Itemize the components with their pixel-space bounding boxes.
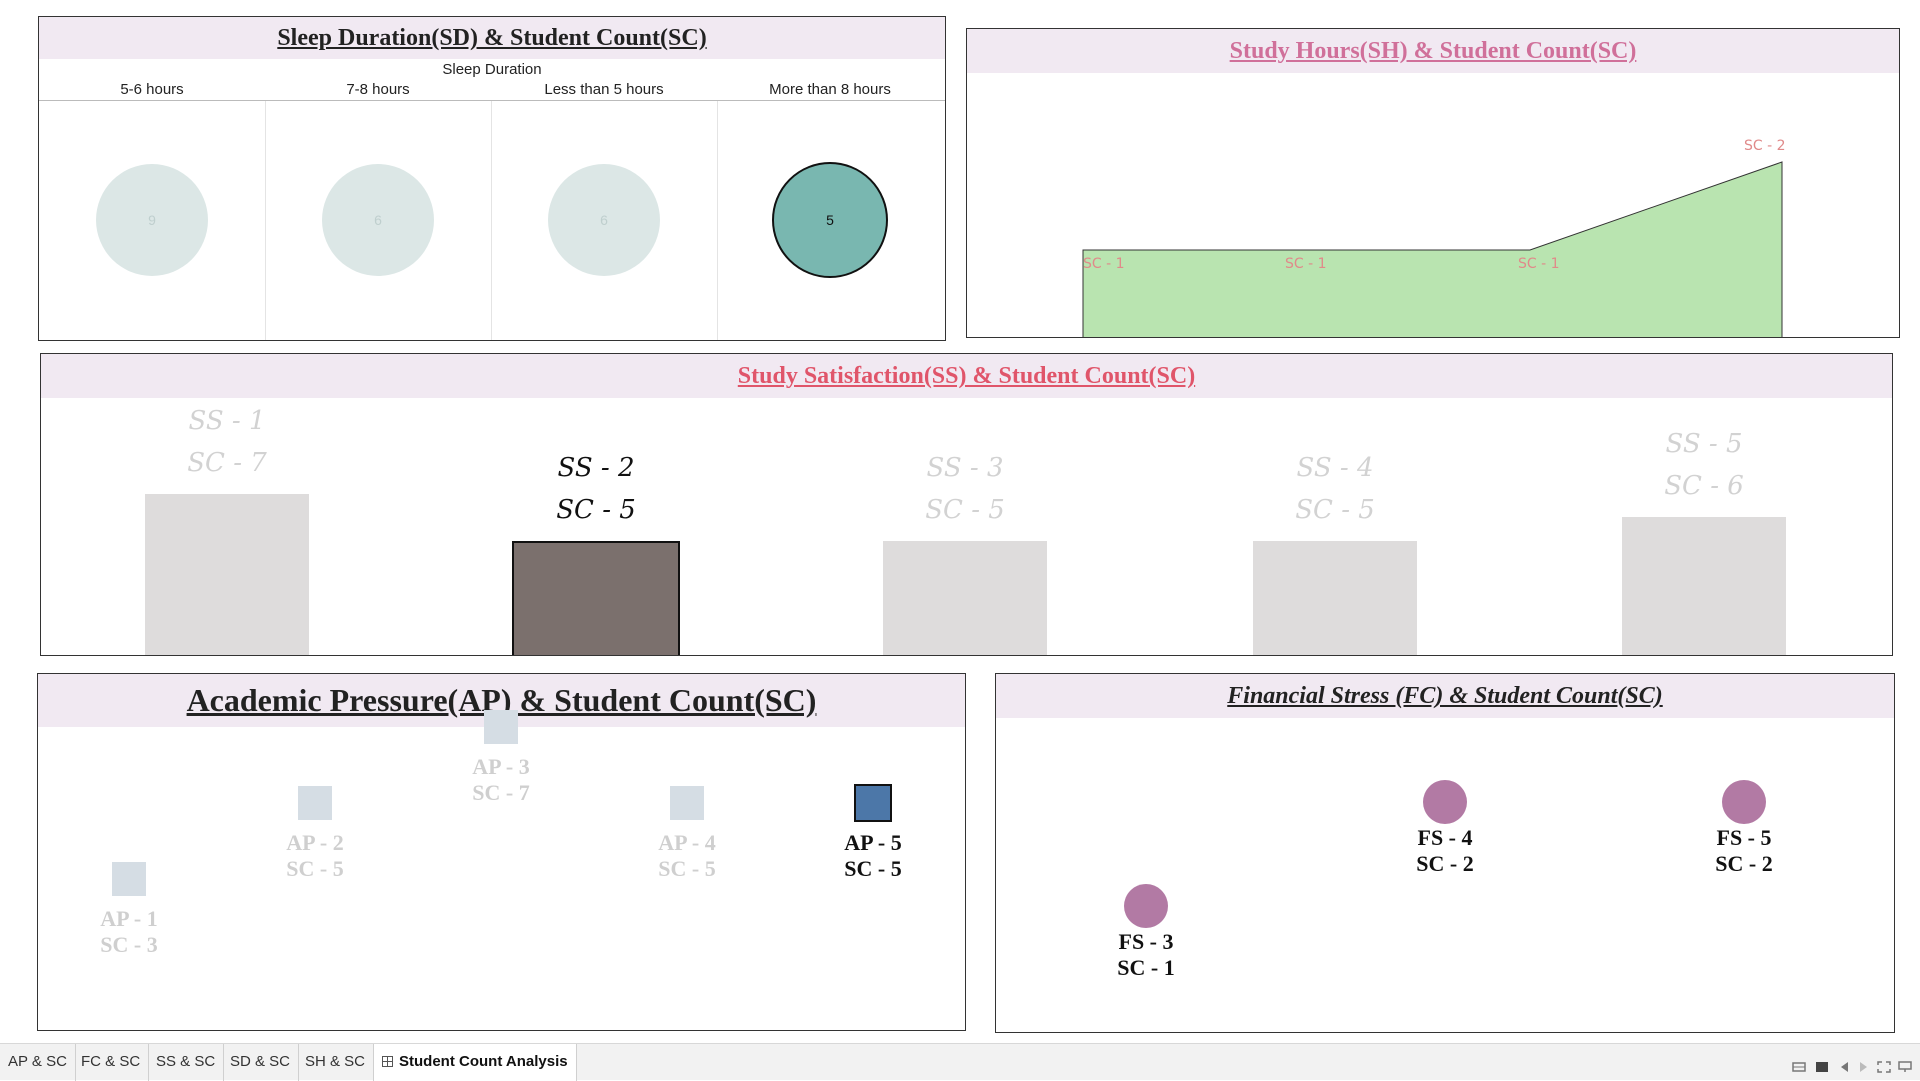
financial-stress-panel: Financial Stress (FC) & Student Count(SC… [995, 673, 1895, 1033]
satisfaction-level-label: SS - 3 [926, 452, 1004, 483]
satisfaction-bar[interactable] [145, 493, 309, 655]
academic-pressure-level-label: AP - 2 [286, 830, 344, 855]
prev-icon[interactable] [1838, 1061, 1852, 1073]
financial-stress-count-label: SC - 2 [1715, 851, 1773, 876]
financial-stress-level-label: FS - 3 [1118, 929, 1174, 954]
satisfaction-bar[interactable] [1253, 540, 1417, 655]
sleep-count-bubble[interactable]: 5 [772, 162, 888, 278]
sleep-count-bubble[interactable]: 6 [322, 164, 434, 276]
sleep-duration-panel: Sleep Duration(SD) & Student Count(SC) S… [38, 16, 946, 341]
study-hours-area[interactable] [1082, 161, 1783, 338]
satisfaction-level-label: SS - 5 [1665, 429, 1743, 460]
academic-pressure-count-label: SC - 5 [844, 856, 902, 881]
sleep-panel-title: Sleep Duration(SD) & Student Count(SC) [277, 25, 707, 51]
academic-pressure-marker[interactable] [670, 786, 704, 820]
study-hours-point-label: SC - 1 [1285, 256, 1327, 272]
academic-pressure-level-label: AP - 5 [844, 830, 902, 855]
dashboard-grid-icon [382, 1056, 393, 1067]
financial-stress-marker[interactable] [1423, 780, 1467, 824]
academic-pressure-count-label: SC - 7 [472, 780, 530, 806]
sleep-col-header: 7-8 hours [346, 81, 410, 98]
study-hours-area-chart[interactable]: SC - 1 SC - 1 SC - 1 SC - 2 [967, 29, 1900, 338]
next-icon[interactable] [1856, 1061, 1870, 1073]
satisfaction-level-label: SS - 4 [1296, 452, 1374, 483]
financial-stress-count-label: SC - 2 [1416, 851, 1474, 876]
satisfaction-level-label: SS - 1 [188, 405, 266, 436]
sleep-title-bar: Sleep Duration(SD) & Student Count(SC) [39, 17, 945, 59]
academic-pressure-panel: Academic Pressure(AP) & Student Count(SC… [37, 673, 966, 1031]
fullscreen-icon[interactable] [1877, 1061, 1891, 1073]
satisfaction-count-label: SC - 5 [925, 494, 1005, 525]
academic-pressure-marker[interactable] [484, 710, 518, 745]
sleep-count-bubble[interactable]: 9 [96, 164, 208, 276]
satisfaction-count-label: SC - 6 [1664, 471, 1744, 502]
study-hours-point-label: SC - 1 [1518, 256, 1560, 272]
column-divider [491, 101, 492, 340]
sleep-col-header: Less than 5 hours [544, 81, 664, 98]
academic-pressure-count-label: SC - 5 [658, 856, 716, 881]
sleep-col-header: More than 8 hours [769, 81, 891, 98]
sheet-tab-bar: AP & SC FC & SC SS & SC SD & SC SH & SC … [0, 1043, 1920, 1081]
satisfaction-bar[interactable] [1622, 517, 1786, 655]
study-hours-point-label: SC - 1 [1083, 256, 1125, 272]
sleep-axis-title: Sleep Duration [442, 61, 542, 78]
study-satisfaction-panel: Study Satisfaction(SS) & Student Count(S… [40, 353, 1893, 656]
satisfaction-count-label: SC - 5 [556, 494, 636, 525]
academic-pressure-count-label: SC - 3 [100, 931, 158, 957]
filmstrip-icon[interactable] [1792, 1061, 1806, 1073]
tab-ap-sc[interactable]: AP & SC [0, 1044, 76, 1081]
hours-panel-title: Study Hours(SH) & Student Count(SC) [1229, 38, 1637, 64]
study-hours-point-label: SC - 2 [1744, 138, 1786, 154]
sleep-col-header: 5-6 hours [120, 81, 184, 98]
academic-pressure-level-label: AP - 1 [100, 905, 158, 931]
satisfaction-title-bar: Study Satisfaction(SS) & Student Count(S… [41, 354, 1892, 398]
academic-pressure-count-label: SC - 5 [286, 856, 344, 881]
hours-title-bar: Study Hours(SH) & Student Count(SC) [967, 29, 1899, 73]
tab-label: Student Count Analysis [399, 1053, 568, 1070]
satisfaction-count-label: SC - 7 [187, 447, 267, 478]
financial-stress-count-label: SC - 1 [1117, 955, 1175, 980]
sleep-count-bubble[interactable]: 6 [548, 164, 660, 276]
financial-stress-marker[interactable] [1124, 884, 1168, 928]
academic-pressure-marker[interactable] [112, 861, 146, 896]
column-divider [265, 101, 266, 340]
sheet-icon[interactable] [1815, 1061, 1829, 1073]
academic-pressure-marker[interactable] [854, 784, 892, 822]
satisfaction-bar[interactable] [883, 540, 1047, 655]
tab-sh-sc[interactable]: SH & SC [297, 1044, 375, 1081]
tab-student-count-analysis[interactable]: Student Count Analysis [374, 1044, 577, 1081]
column-divider [717, 101, 718, 340]
financial-stress-level-label: FS - 5 [1716, 825, 1772, 850]
academic-pressure-level-label: AP - 3 [472, 754, 530, 780]
tab-ss-sc[interactable]: SS & SC [148, 1044, 225, 1081]
tab-sd-sc[interactable]: SD & SC [222, 1044, 300, 1081]
academic-pressure-level-label: AP - 4 [658, 830, 716, 855]
satisfaction-panel-title: Study Satisfaction(SS) & Student Count(S… [737, 363, 1196, 389]
study-hours-panel: Study Hours(SH) & Student Count(SC) SC -… [966, 28, 1900, 338]
academic-pressure-marker[interactable] [298, 786, 332, 820]
tab-fc-sc[interactable]: FC & SC [73, 1044, 150, 1081]
financial-title-bar: Financial Stress (FC) & Student Count(SC… [996, 674, 1894, 718]
sleep-column-headers: 5-6 hours 7-8 hours Less than 5 hours Mo… [39, 81, 945, 101]
satisfaction-bar[interactable] [512, 540, 680, 655]
satisfaction-count-label: SC - 5 [1295, 494, 1375, 525]
financial-panel-title: Financial Stress (FC) & Student Count(SC… [1227, 683, 1663, 709]
satisfaction-level-label: SS - 2 [557, 452, 635, 483]
present-icon[interactable] [1898, 1061, 1912, 1073]
financial-stress-level-label: FS - 4 [1417, 825, 1473, 850]
financial-stress-marker[interactable] [1722, 780, 1766, 824]
